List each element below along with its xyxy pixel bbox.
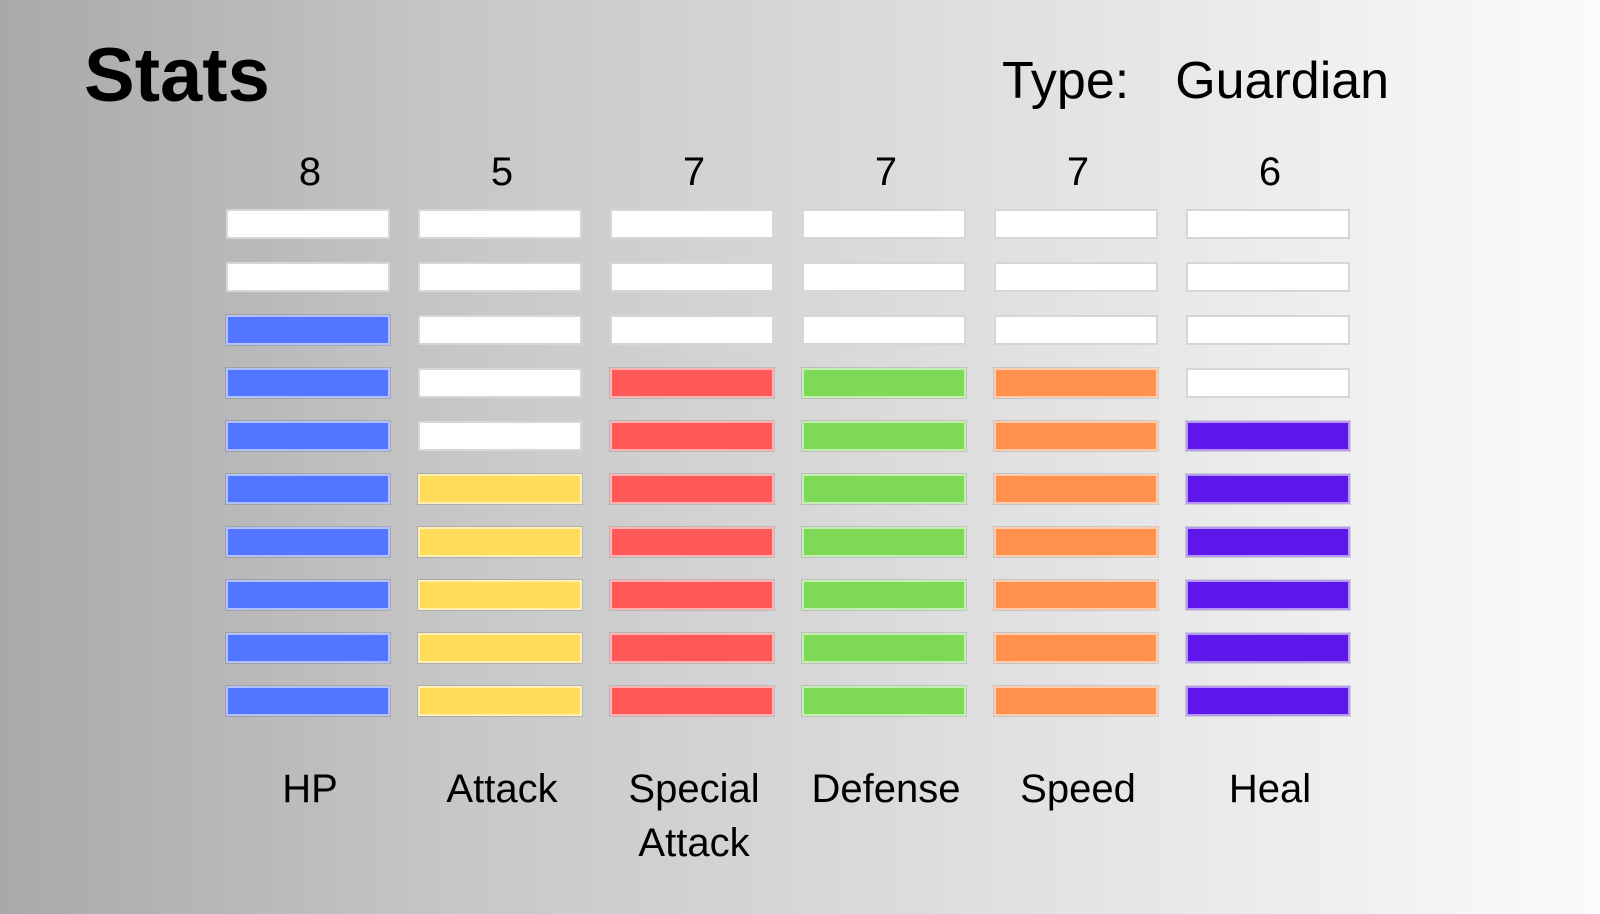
stat-segment-empty [802, 262, 966, 292]
stat-segment-filled [226, 686, 390, 716]
stat-segment-empty [418, 209, 582, 239]
stat-label-line: Special [628, 767, 760, 811]
stat-label-line: Speed [1020, 767, 1136, 811]
stat-segment-filled [994, 368, 1158, 398]
stat-segment-filled [994, 527, 1158, 557]
stat-segment-filled [994, 421, 1158, 451]
stat-segment-empty [994, 315, 1158, 345]
stat-value-hp: 8 [298, 150, 322, 194]
page-title: Stats [84, 33, 270, 118]
stat-label-line: HP [282, 767, 338, 811]
stat-meter-hp [226, 209, 394, 739]
stat-segment-filled [226, 474, 390, 504]
stat-meter-speed [994, 209, 1162, 739]
stat-segment-empty [610, 209, 774, 239]
stat-segment-empty [418, 421, 582, 451]
stat-segment-empty [226, 209, 390, 239]
stat-segment-empty [802, 315, 966, 345]
stat-segment-empty [994, 209, 1158, 239]
stat-segment-filled [802, 527, 966, 557]
stat-segment-empty [1186, 262, 1350, 292]
type-value: Guardian [1175, 52, 1390, 110]
stat-segment-empty [994, 262, 1158, 292]
stat-column-special-attack: 7 Special Attack [610, 0, 778, 914]
stat-segment-empty [1186, 209, 1350, 239]
stat-value-attack: 5 [490, 150, 514, 194]
stat-label-heal: Heal [1166, 762, 1374, 816]
stat-segment-filled [802, 368, 966, 398]
stat-label-line: Defense [811, 767, 961, 811]
stat-label-attack: Attack [398, 762, 606, 816]
stat-segment-empty [418, 315, 582, 345]
stat-segment-filled [610, 474, 774, 504]
stat-segment-empty [610, 262, 774, 292]
stat-segment-empty [1186, 368, 1350, 398]
stats-panel: 8 HP 5 Attack 7 Special Attack 7 Defense 7 Speed 6 H… [226, 0, 1396, 914]
stat-segment-filled [1186, 474, 1350, 504]
stat-label-line: Heal [1228, 767, 1312, 811]
stat-segment-filled [802, 580, 966, 610]
stat-segment-empty [1186, 315, 1350, 345]
stat-segment-filled [226, 315, 390, 345]
stat-segment-filled [1186, 527, 1350, 557]
stat-label-line: Attack [638, 821, 750, 865]
stat-segment-filled [802, 633, 966, 663]
stat-segment-filled [802, 474, 966, 504]
stat-segment-filled [418, 474, 582, 504]
stat-meter-heal [1186, 209, 1354, 739]
stat-segment-empty [610, 315, 774, 345]
stat-segment-filled [226, 580, 390, 610]
stat-segment-empty [226, 262, 390, 292]
stat-segment-filled [418, 633, 582, 663]
stat-segment-filled [418, 580, 582, 610]
stat-segment-filled [418, 527, 582, 557]
stat-label-defense: Defense [782, 762, 990, 816]
stat-segment-filled [994, 580, 1158, 610]
stat-label-speed: Speed [974, 762, 1182, 816]
stat-segment-filled [994, 633, 1158, 663]
stat-segment-filled [802, 421, 966, 451]
stat-column-defense: 7 Defense [802, 0, 970, 914]
stat-value-heal: 6 [1258, 150, 1282, 194]
stat-segment-filled [610, 686, 774, 716]
stat-segment-filled [1186, 686, 1350, 716]
stat-value-defense: 7 [874, 150, 898, 194]
stat-segment-filled [226, 633, 390, 663]
type-label: Type: [1002, 52, 1130, 110]
stat-label-hp: HP [206, 762, 414, 816]
stat-segment-filled [610, 527, 774, 557]
stat-column-heal: 6 Heal [1186, 0, 1354, 914]
stat-meter-defense [802, 209, 970, 739]
stat-segment-filled [802, 686, 966, 716]
stat-column-attack: 5 Attack [418, 0, 586, 914]
stat-segment-empty [418, 262, 582, 292]
stat-meter-attack [418, 209, 586, 739]
type-indicator: Type: Guardian [1002, 55, 1389, 107]
stat-segment-empty [802, 209, 966, 239]
stat-column-speed: 7 Speed [994, 0, 1162, 914]
stat-segment-filled [610, 633, 774, 663]
stat-column-hp: 8 HP [226, 0, 394, 914]
stat-segment-filled [610, 421, 774, 451]
stat-meter-special-attack [610, 209, 778, 739]
stat-segment-filled [994, 686, 1158, 716]
stat-segment-filled [1186, 421, 1350, 451]
stat-segment-filled [610, 368, 774, 398]
stat-segment-empty [418, 368, 582, 398]
stat-value-speed: 7 [1066, 150, 1090, 194]
stat-label-line: Attack [446, 767, 558, 811]
stat-segment-filled [226, 368, 390, 398]
stat-label-special-attack: Special Attack [590, 762, 798, 870]
stat-segment-filled [1186, 633, 1350, 663]
stat-segment-filled [418, 686, 582, 716]
stat-segment-filled [994, 474, 1158, 504]
stat-segment-filled [226, 421, 390, 451]
stat-segment-filled [610, 580, 774, 610]
stat-segment-filled [226, 527, 390, 557]
stat-value-special-attack: 7 [682, 150, 706, 194]
stat-segment-filled [1186, 580, 1350, 610]
